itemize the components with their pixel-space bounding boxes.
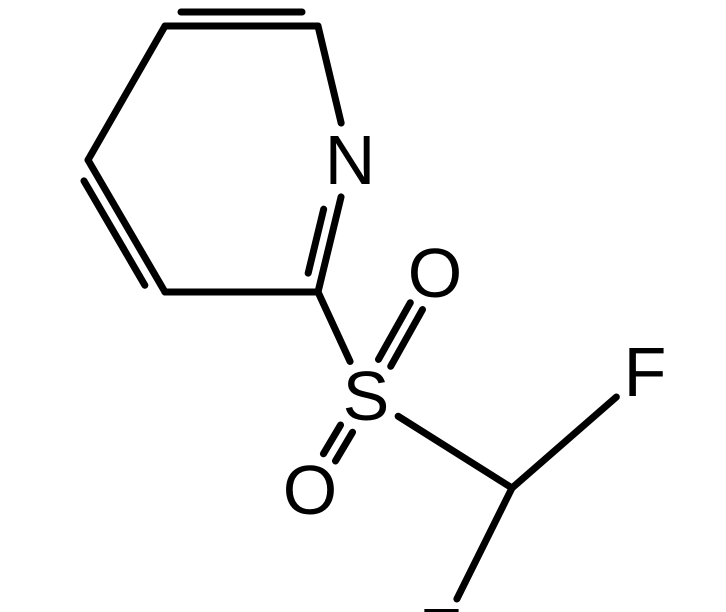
bond-line bbox=[318, 292, 350, 361]
bond-line bbox=[391, 310, 423, 367]
atom-label-o: O bbox=[408, 234, 462, 312]
atom-label-n: N bbox=[325, 121, 376, 199]
bond-line bbox=[88, 26, 165, 160]
atom-label-f: F bbox=[419, 594, 462, 612]
bond-line bbox=[335, 432, 352, 461]
atom-label-f: F bbox=[624, 333, 667, 411]
atom-label-s: S bbox=[343, 357, 390, 435]
bond-line bbox=[323, 425, 340, 454]
bond-line bbox=[512, 397, 616, 488]
bond-line bbox=[88, 160, 165, 292]
bond-line bbox=[398, 416, 512, 488]
atom-label-o: O bbox=[283, 451, 337, 529]
molecule-diagram: NOOSFF bbox=[0, 0, 726, 612]
bond-line bbox=[318, 26, 341, 123]
bond-line bbox=[378, 303, 410, 360]
bond-line bbox=[457, 488, 512, 599]
bond-line bbox=[84, 181, 145, 285]
